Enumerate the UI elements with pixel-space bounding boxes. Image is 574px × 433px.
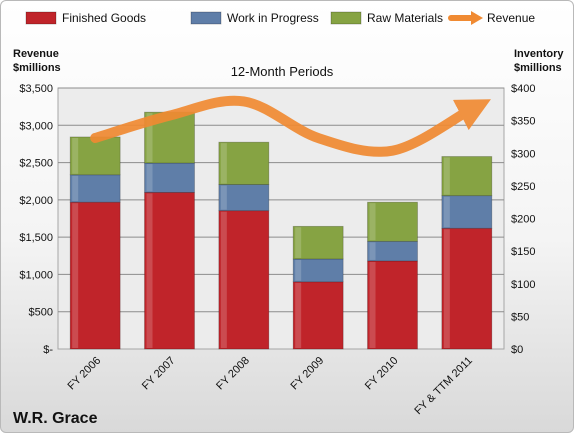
right-tick-label: $200: [511, 214, 535, 226]
bar-finished-goods: [292, 281, 344, 350]
legend-swatch: [330, 11, 362, 25]
bar-work-in-progress: [69, 174, 121, 203]
bar-highlight: [146, 113, 153, 163]
bar-raw-materials: [292, 225, 344, 260]
bar-highlight: [369, 261, 376, 348]
legend-label: Revenue: [487, 11, 535, 25]
bar-finished-goods: [144, 191, 195, 350]
bar-highlight: [443, 196, 450, 228]
right-tick-label: $400: [511, 83, 535, 95]
right-tick-label: $150: [511, 246, 535, 258]
right-tick-label: $0: [511, 344, 523, 356]
bar-highlight: [295, 227, 302, 258]
bar-highlight: [295, 282, 302, 348]
bar-work-in-progress: [218, 184, 270, 212]
bar-finished-goods: [441, 227, 493, 350]
left-tick-label: $3,000: [19, 120, 53, 132]
right-axis-title-line-2: $millions: [514, 62, 562, 74]
left-tick-label: $2,000: [19, 195, 53, 207]
right-tick-label: $50: [511, 311, 529, 323]
right-axis-title: Inventory $millions: [514, 48, 567, 74]
bar-finished-goods: [218, 210, 270, 350]
right-tick-label: $250: [511, 181, 535, 193]
legend-swatch: [25, 11, 57, 25]
right-tick-label: $350: [511, 116, 535, 128]
bar-work-in-progress: [441, 195, 493, 229]
bar-highlight: [295, 259, 302, 281]
bar-highlight: [443, 157, 450, 195]
left-axis-ticks: $- $500 $1,000 $1,500 $2,000 $2,500 $3,000 $3,5…: [19, 83, 53, 356]
bar-highlight: [72, 203, 79, 348]
bar-raw-materials: [218, 141, 270, 185]
right-tick-label: $100: [511, 279, 535, 291]
legend-label: Finished Goods: [62, 11, 146, 25]
bar-highlight: [369, 242, 376, 260]
x-tick-label: FY 2009: [289, 355, 327, 393]
left-tick-label: $1,000: [19, 269, 53, 281]
left-axis-title-line-1: Revenue: [13, 48, 59, 60]
bar-finished-goods: [69, 201, 121, 350]
left-tick-label: $-: [43, 344, 53, 356]
left-tick-label: $2,500: [19, 158, 53, 170]
bar-finished-goods: [367, 260, 418, 350]
bar-work-in-progress: [144, 162, 195, 193]
x-tick-label: FY 2007: [140, 355, 178, 393]
x-axis-ticks: FY 2006 FY 2007 FY 2008 FY 2009 FY 2010 FY & …: [66, 355, 475, 418]
legend-swatch: [190, 11, 222, 25]
bar-highlight: [220, 211, 227, 348]
bar-highlight: [443, 229, 450, 348]
bar-highlight: [220, 143, 227, 184]
legend: Finished Goods Work in Progress Raw Materi…: [25, 11, 535, 25]
revenue-line-layer: [90, 95, 491, 157]
bars: [69, 111, 493, 350]
legend-arrow-icon: [471, 11, 483, 25]
gridlines: [58, 87, 504, 313]
x-tick-label: FY 2006: [66, 355, 104, 393]
right-tick-label: $300: [511, 148, 535, 160]
legend-label: Work in Progress: [227, 11, 319, 25]
left-tick-label: $3,500: [19, 83, 53, 95]
bar-highlight: [72, 175, 79, 202]
x-tick-label: FY 2010: [363, 355, 401, 393]
x-tick-label: FY 2008: [214, 355, 252, 393]
left-axis-title: Revenue $millions: [13, 48, 62, 74]
right-axis-title-line-1: Inventory: [514, 48, 564, 60]
right-axis-ticks: $0 $50 $100 $150 $200 $250 $300 $350 $400: [511, 83, 535, 356]
revenue-line: [90, 95, 491, 157]
company-name: W.R. Grace: [13, 410, 98, 427]
bar-highlight: [369, 203, 376, 241]
legend-label: Raw Materials: [367, 11, 443, 25]
bar-highlight: [146, 193, 153, 348]
bar-raw-materials: [367, 201, 418, 242]
chart-title: 12-Month Periods: [231, 64, 334, 79]
bar-highlight: [72, 137, 79, 174]
left-tick-label: $500: [29, 307, 53, 319]
left-axis-title-line-2: $millions: [13, 62, 61, 74]
bar-highlight: [146, 164, 153, 192]
bar-raw-materials: [441, 156, 493, 197]
bar-highlight: [220, 185, 227, 210]
left-tick-label: $1,500: [19, 232, 53, 244]
x-tick-label: FY & TTM 2011: [412, 355, 475, 418]
